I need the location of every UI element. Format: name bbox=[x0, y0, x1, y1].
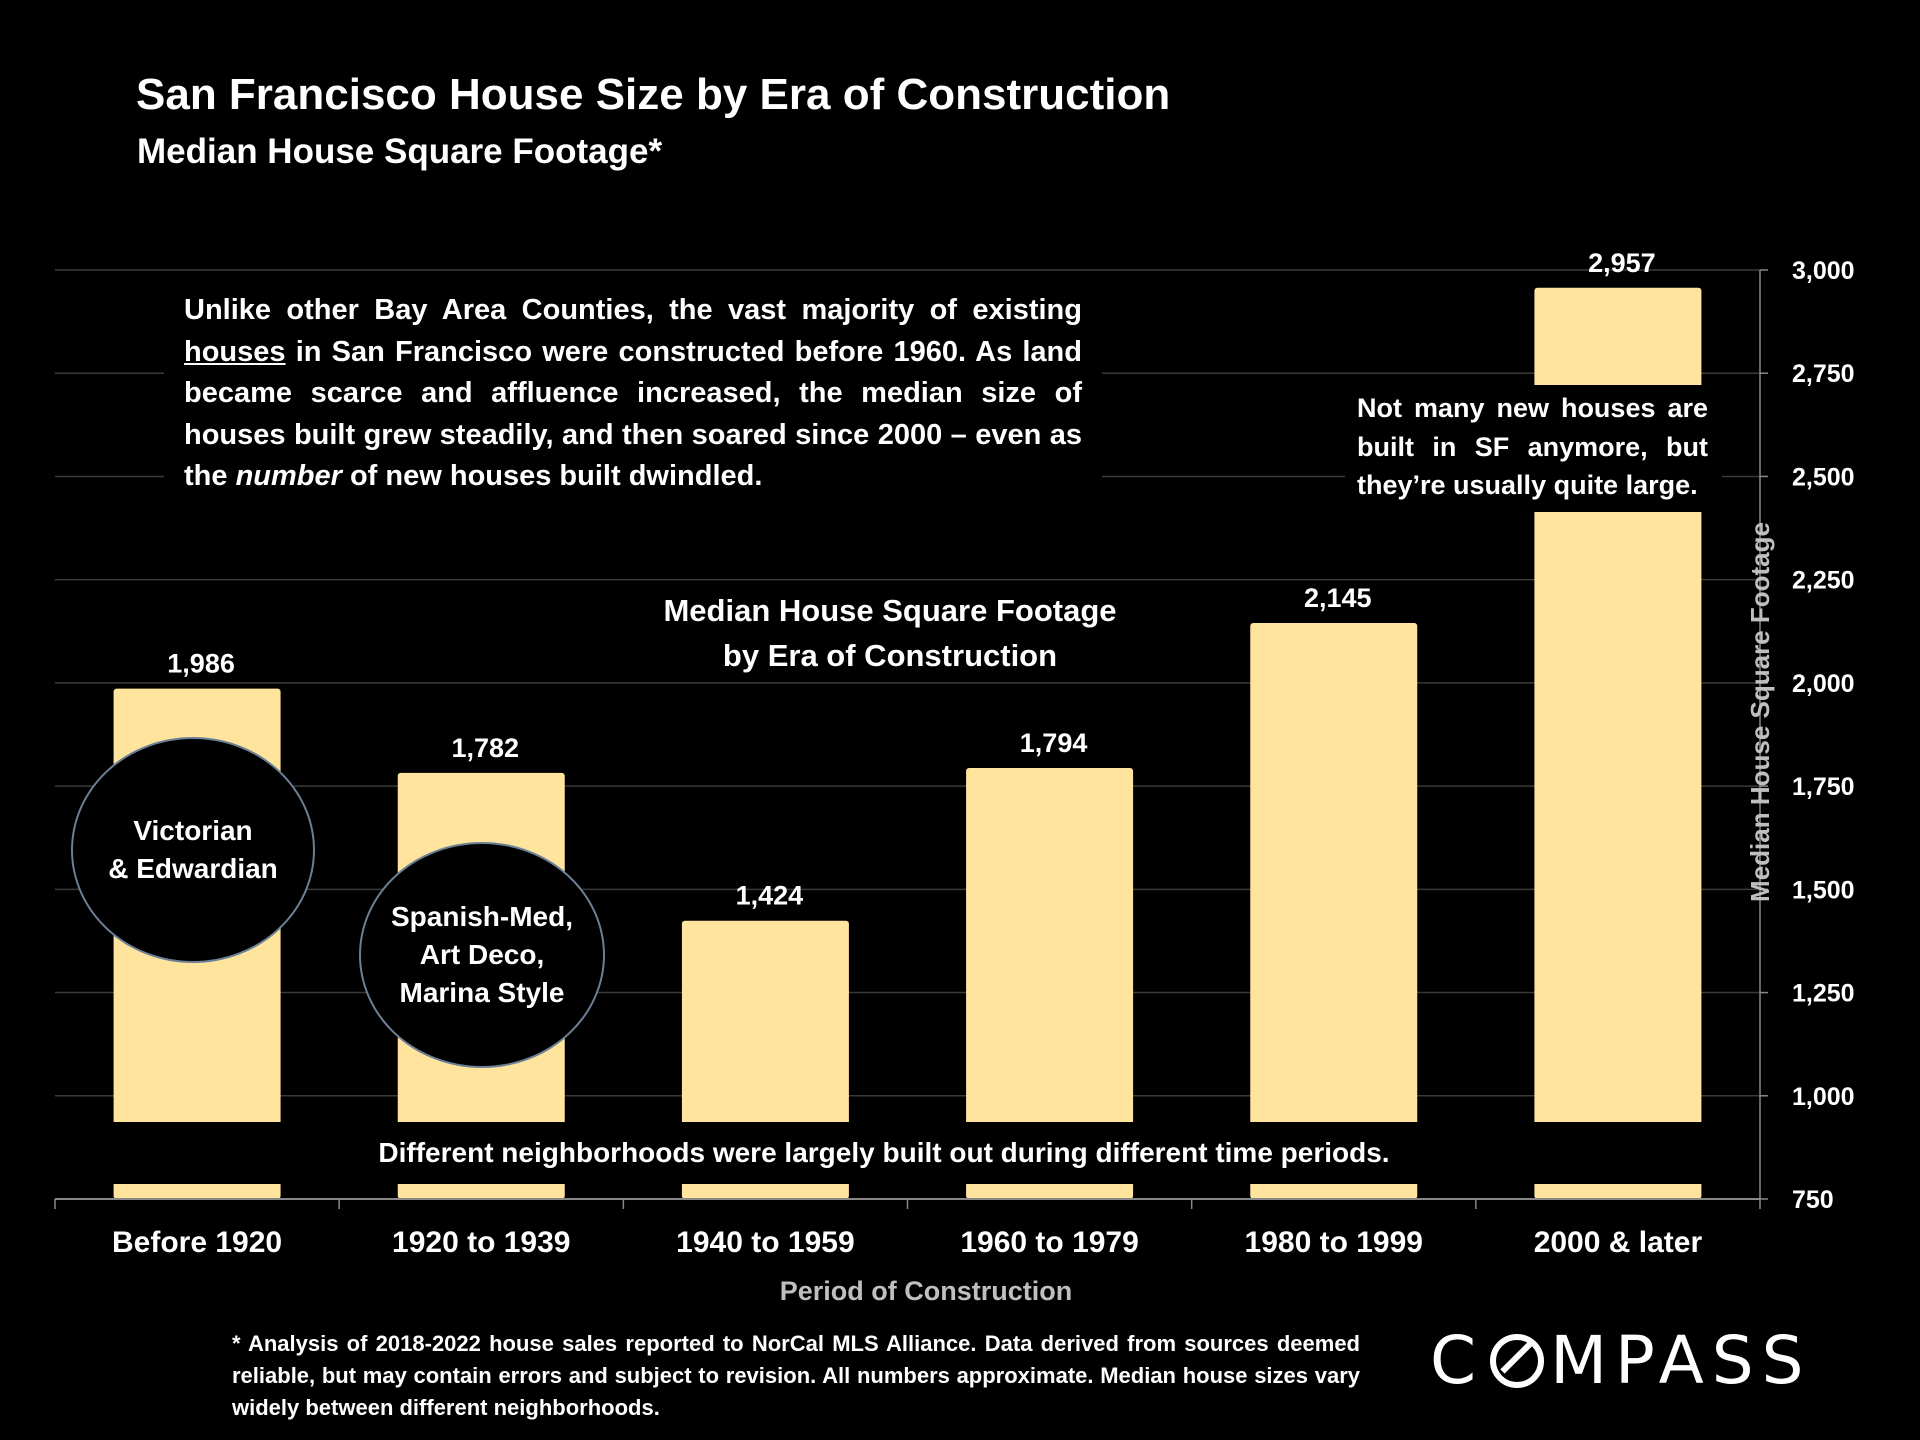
logo-letter-c: C bbox=[1430, 1322, 1485, 1399]
callout-line: Victorian bbox=[133, 815, 253, 846]
footnote: * Analysis of 2018-2022 house sales repo… bbox=[232, 1331, 1360, 1420]
y-axis-title: Median House Square Footage bbox=[1745, 522, 1775, 902]
y-tick-label: 750 bbox=[1792, 1186, 1834, 1214]
y-tick-label: 2,000 bbox=[1792, 670, 1855, 698]
y-tick-label: 2,500 bbox=[1792, 463, 1855, 491]
callout-line: Art Deco, bbox=[419, 939, 545, 970]
chart-inner-title-line1: Median House Square Footage bbox=[663, 593, 1117, 628]
side-note-annotation: Not many new houses are built in SF anym… bbox=[1345, 385, 1722, 512]
chart-inner-title: Median House Square Footage by Era of Co… bbox=[600, 588, 1180, 678]
bottom-note-annotation: Different neighborhoods were largely bui… bbox=[64, 1122, 1704, 1184]
victorian-edwardian-callout: Victorian & Edwardian bbox=[71, 737, 315, 963]
callout-line: Spanish-Med, bbox=[390, 901, 573, 932]
intro-underlined-word: houses bbox=[184, 335, 286, 368]
intro-text-1: Unlike other Bay Area Counties, the vast… bbox=[184, 294, 1082, 326]
chart-inner-title-line2: by Era of Construction bbox=[722, 638, 1058, 673]
intro-emphasis-word: number bbox=[235, 460, 342, 492]
x-category-label: 2000 & later bbox=[1534, 1226, 1703, 1259]
x-category-label: 1940 to 1959 bbox=[676, 1226, 854, 1259]
y-tick-label: 1,000 bbox=[1792, 1083, 1855, 1111]
bar-value-label: 1,782 bbox=[451, 733, 519, 763]
bar-value-label: 1,424 bbox=[736, 881, 804, 911]
x-category-label: Before 1920 bbox=[112, 1226, 282, 1259]
compass-ring-icon bbox=[1490, 1333, 1545, 1388]
x-category-label: 1980 to 1999 bbox=[1245, 1226, 1423, 1259]
bar-value-label: 1,986 bbox=[167, 649, 235, 679]
y-tick-label: 1,500 bbox=[1792, 876, 1855, 904]
callout-line: & Edwardian bbox=[108, 853, 278, 884]
logo-letters: MPASS bbox=[1550, 1322, 1812, 1399]
page-subtitle: Median House Square Footage* bbox=[137, 132, 663, 171]
intro-annotation: Unlike other Bay Area Counties, the vast… bbox=[164, 282, 1102, 496]
bar bbox=[1534, 287, 1702, 1199]
spanish-artdeco-marina-callout: Spanish-Med, Art Deco, Marina Style bbox=[359, 842, 605, 1068]
intro-text-2: in San Francisco were constructed before… bbox=[184, 335, 1082, 493]
y-tick-label: 3,000 bbox=[1792, 257, 1855, 285]
intro-text-3: of new houses built dwindled. bbox=[341, 460, 763, 492]
y-tick-label: 2,750 bbox=[1792, 360, 1855, 388]
x-axis-title: Period of Construction bbox=[780, 1276, 1073, 1306]
y-tick-label: 2,250 bbox=[1792, 567, 1855, 595]
page-title: San Francisco House Size by Era of Const… bbox=[136, 70, 1171, 119]
y-tick-label: 1,250 bbox=[1792, 980, 1855, 1008]
callout-line: Marina Style bbox=[399, 977, 565, 1008]
bar-value-label: 2,957 bbox=[1588, 248, 1656, 278]
x-category-label: 1920 to 1939 bbox=[392, 1226, 570, 1259]
bar-value-label: 1,794 bbox=[1020, 728, 1088, 758]
bar bbox=[1250, 623, 1418, 1199]
bar-value-label: 2,145 bbox=[1304, 583, 1372, 613]
compass-logo: C MPASS bbox=[1430, 1322, 1812, 1399]
y-tick-label: 1,750 bbox=[1792, 773, 1855, 801]
x-category-label: 1960 to 1979 bbox=[960, 1226, 1138, 1259]
bar bbox=[966, 767, 1134, 1199]
